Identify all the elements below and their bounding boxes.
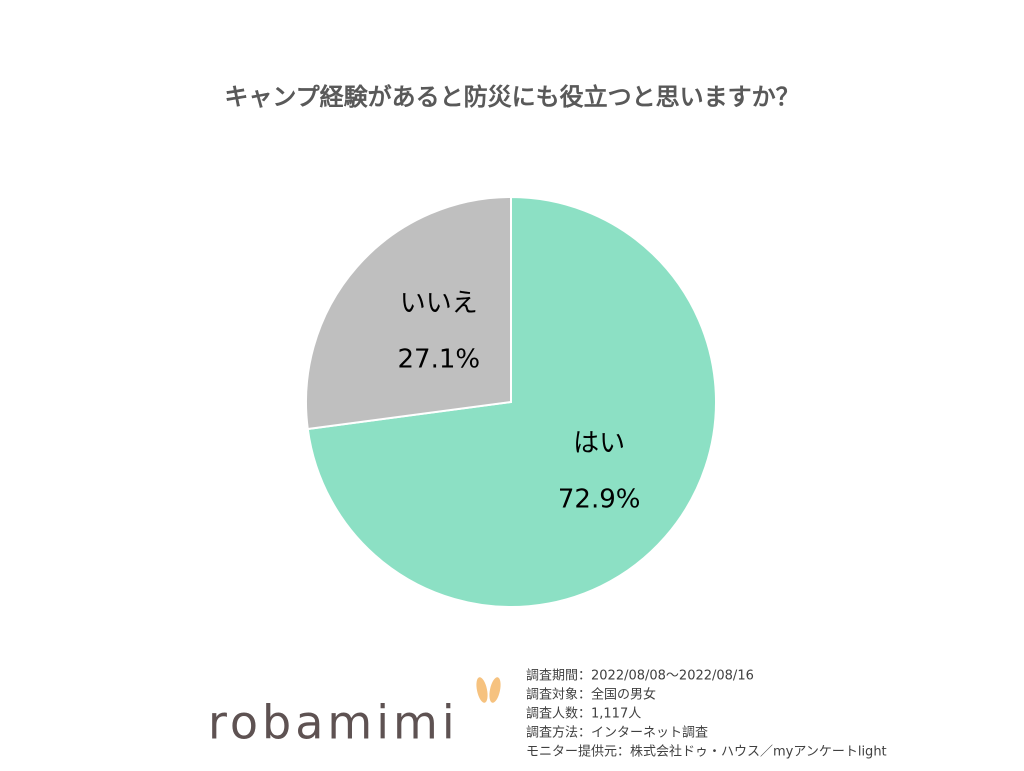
footnote: 調査人数：1,117人 [526, 707, 641, 722]
footnote: モニター提供元：株式会社ドゥ・ハウス／myアンケートlight [526, 744, 887, 760]
footnote: 調査対象：全国の男女 [526, 687, 656, 703]
slice-label: はい [573, 429, 625, 459]
chart-title: キャンプ経験があると防災にも役立つと思いますか？ [224, 83, 799, 111]
logo-ear [489, 677, 501, 703]
pie-slice [305, 195, 512, 431]
logo-ear [476, 677, 488, 703]
data-label: 27.1% [398, 344, 481, 374]
footnote: 調査方法：インターネット調査 [526, 725, 708, 741]
data-label: 72.9% [558, 485, 641, 515]
footnote: 調査期間：2022/08/08～2022/08/16 [526, 669, 754, 684]
logo-text: robamimi [208, 696, 459, 750]
slice-label: いいえ [400, 288, 478, 318]
logo: robamimi [208, 677, 501, 750]
